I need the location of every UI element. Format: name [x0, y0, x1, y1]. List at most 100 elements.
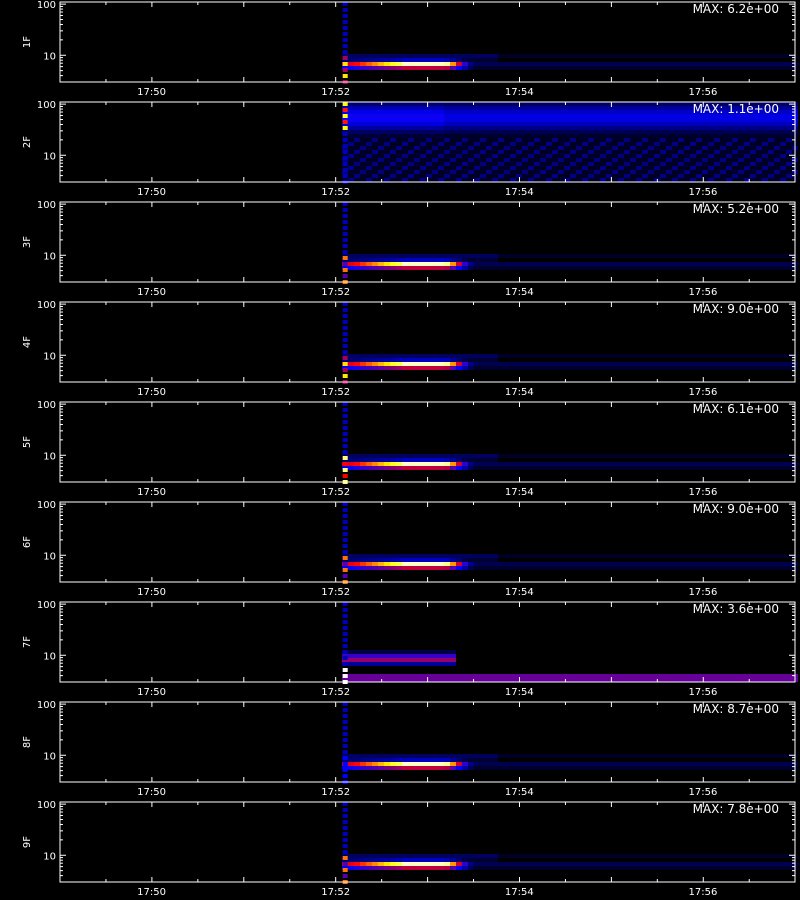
heatmap-cell	[642, 150, 648, 154]
heatmap-cell	[420, 654, 426, 658]
heatmap-cell	[540, 54, 546, 58]
heatmap-cell	[564, 254, 570, 258]
heatmap-cell	[504, 754, 510, 758]
heatmap-cell	[642, 102, 648, 106]
heatmap-cell	[450, 142, 456, 146]
heatmap-cell	[630, 126, 636, 130]
heatmap-cell	[648, 158, 654, 162]
heatmap-cell	[444, 654, 450, 658]
heatmap-cell	[588, 178, 594, 182]
heatmap-cell	[558, 102, 564, 106]
heatmap-cell	[372, 674, 378, 678]
heatmap-cell	[546, 562, 552, 566]
heatmap-cell	[570, 126, 576, 130]
heatmap-cell	[756, 862, 762, 866]
heatmap-cell	[426, 854, 432, 858]
heatmap-cell	[666, 678, 672, 682]
heatmap-cell	[450, 66, 456, 70]
heatmap-cell	[474, 674, 480, 678]
heatmap-cell	[420, 166, 426, 170]
heatmap-cell	[546, 862, 552, 866]
heatmap-cell	[750, 174, 756, 178]
heatmap-cell	[606, 454, 612, 458]
heatmap-cell	[672, 862, 678, 866]
heatmap-cell	[780, 62, 786, 66]
heatmap-cell	[546, 54, 552, 58]
heatmap-cell	[444, 674, 450, 678]
heatmap-cell	[780, 562, 786, 566]
heatmap-cell	[780, 154, 786, 158]
heatmap-cell	[618, 166, 624, 170]
heatmap-cell	[372, 366, 378, 370]
heatmap-cell	[390, 266, 396, 270]
heatmap-cell	[534, 110, 540, 114]
heatmap-cell	[678, 118, 684, 122]
heatmap-cell	[762, 854, 768, 858]
heatmap-cell	[354, 562, 360, 566]
heatmap-cell	[540, 134, 546, 138]
heatmap-cell	[420, 178, 426, 182]
heatmap-cell	[372, 58, 378, 62]
heatmap-cell	[450, 126, 456, 130]
heatmap-cell	[354, 362, 360, 366]
heatmap-cell	[630, 138, 636, 142]
heatmap-cell	[606, 166, 612, 170]
heatmap-cell	[756, 134, 762, 138]
heatmap-cell	[486, 138, 492, 142]
heatmap-cell	[756, 106, 762, 110]
onset-cell	[342, 808, 348, 812]
heatmap-cell	[486, 134, 492, 138]
heatmap-cell	[636, 62, 642, 66]
heatmap-cell	[492, 858, 498, 862]
heatmap-cell	[522, 126, 528, 130]
onset-cell	[342, 268, 348, 272]
heatmap-cell	[594, 554, 600, 558]
heatmap-cell	[672, 674, 678, 678]
heatmap-cell	[684, 174, 690, 178]
heatmap-cell	[720, 178, 726, 182]
heatmap-cell	[396, 62, 402, 66]
heatmap-cell	[576, 146, 582, 150]
y-tick-label: 10	[43, 651, 56, 662]
heatmap-cell	[360, 854, 366, 858]
heatmap-cell	[474, 358, 480, 362]
heatmap-cell	[414, 178, 420, 182]
heatmap-cell	[666, 262, 672, 266]
onset-cell	[342, 862, 348, 866]
heatmap-cell	[414, 462, 420, 466]
heatmap-cell	[744, 166, 750, 170]
heatmap-cell	[372, 650, 378, 654]
heatmap-cell	[678, 154, 684, 158]
heatmap-cell	[486, 126, 492, 130]
heatmap-cell	[522, 150, 528, 154]
heatmap-cell	[630, 462, 636, 466]
heatmap-cell	[678, 138, 684, 142]
heatmap-cell	[582, 266, 588, 270]
heatmap-cell	[468, 142, 474, 146]
heatmap-cell	[540, 354, 546, 358]
heatmap-cell	[732, 178, 738, 182]
heatmap-cell	[402, 118, 408, 122]
heatmap-cell	[468, 54, 474, 58]
heatmap-cell	[576, 174, 582, 178]
heatmap-cell	[660, 266, 666, 270]
heatmap-cell	[450, 102, 456, 106]
x-tick-label: 17:56	[689, 487, 718, 498]
heatmap-cell	[738, 354, 744, 358]
heatmap-cell	[438, 654, 444, 658]
heatmap-cell	[432, 266, 438, 270]
heatmap-cell	[432, 366, 438, 370]
heatmap-cell	[450, 754, 456, 758]
heatmap-cell	[588, 462, 594, 466]
heatmap-cell	[648, 266, 654, 270]
heatmap-cell	[504, 674, 510, 678]
heatmap-cell	[522, 130, 528, 134]
heatmap-cell	[408, 366, 414, 370]
heatmap-cell	[378, 650, 384, 654]
heatmap-cell	[732, 462, 738, 466]
heatmap-cell	[354, 354, 360, 358]
heatmap-cell	[600, 454, 606, 458]
heatmap-cell	[774, 762, 780, 766]
heatmap-cell	[474, 174, 480, 178]
heatmap-cell	[594, 154, 600, 158]
